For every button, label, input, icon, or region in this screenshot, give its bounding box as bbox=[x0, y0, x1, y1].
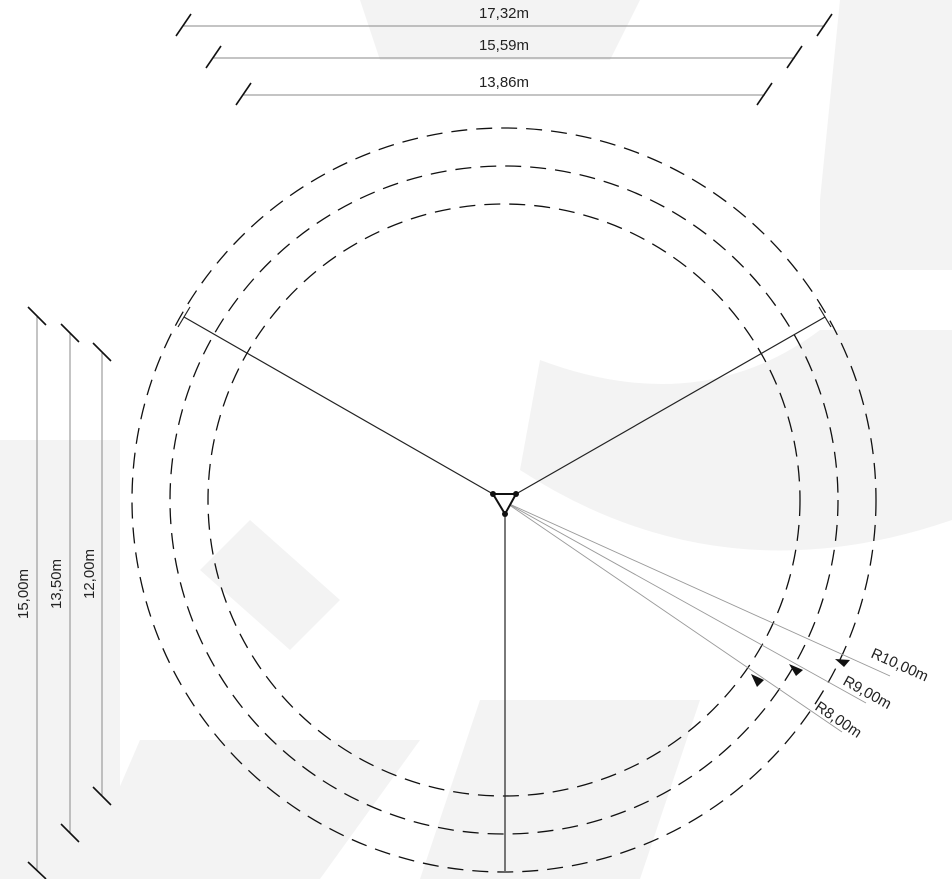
radius-leader-r10 bbox=[504, 501, 891, 677]
radius-leader-r9 bbox=[504, 501, 867, 704]
vertical-dimensions: 15,00m 13,50m 12,00m bbox=[15, 306, 112, 879]
dimension-tick bbox=[60, 823, 80, 843]
arm-end-tick-right bbox=[818, 306, 832, 328]
dimension-label-h1: 17,32m bbox=[479, 5, 529, 22]
dimension-tick bbox=[92, 342, 112, 362]
dimension-tick bbox=[175, 13, 192, 37]
arms bbox=[177, 306, 832, 871]
horizontal-dimensions: 17,32m 15,59m 13,86m bbox=[175, 5, 833, 106]
center-pole bbox=[490, 491, 519, 517]
radius-arrow-r9 bbox=[789, 664, 803, 676]
pole-dot bbox=[502, 511, 508, 517]
radius-leader-r8 bbox=[504, 501, 843, 733]
circles bbox=[131, 127, 877, 873]
dimension-tick bbox=[205, 45, 222, 69]
circle-r10 bbox=[131, 127, 877, 873]
radius-label-r10: R10,00m bbox=[868, 645, 931, 685]
dimension-label-h2: 15,59m bbox=[479, 37, 529, 54]
dimension-tick bbox=[235, 82, 252, 106]
arm-end-tick-left bbox=[177, 306, 191, 328]
dimension-label-v1: 15,00m bbox=[15, 569, 32, 619]
arm-upper-left bbox=[183, 316, 494, 495]
dimension-tick bbox=[92, 786, 112, 806]
circle-r9 bbox=[169, 165, 839, 835]
pole-dot bbox=[490, 491, 496, 497]
radius-arrow-r10 bbox=[835, 659, 850, 667]
dimension-tick bbox=[60, 323, 80, 343]
dimension-label-h3: 13,86m bbox=[479, 74, 529, 91]
dimension-tick bbox=[786, 45, 803, 69]
dimension-label-v3: 12,00m bbox=[81, 549, 98, 599]
circle-r8 bbox=[207, 203, 801, 797]
pole-triangle bbox=[491, 493, 518, 517]
radius-label-r8: R8,00m bbox=[812, 698, 865, 741]
dimension-tick bbox=[27, 861, 47, 879]
dimension-label-v2: 13,50m bbox=[48, 559, 65, 609]
arm-upper-right bbox=[515, 316, 826, 495]
dimension-tick bbox=[756, 82, 773, 106]
dimension-tick bbox=[816, 13, 833, 37]
pole-dot bbox=[513, 491, 519, 497]
dimension-tick bbox=[27, 306, 47, 326]
radius-arrow-r8 bbox=[751, 674, 764, 687]
